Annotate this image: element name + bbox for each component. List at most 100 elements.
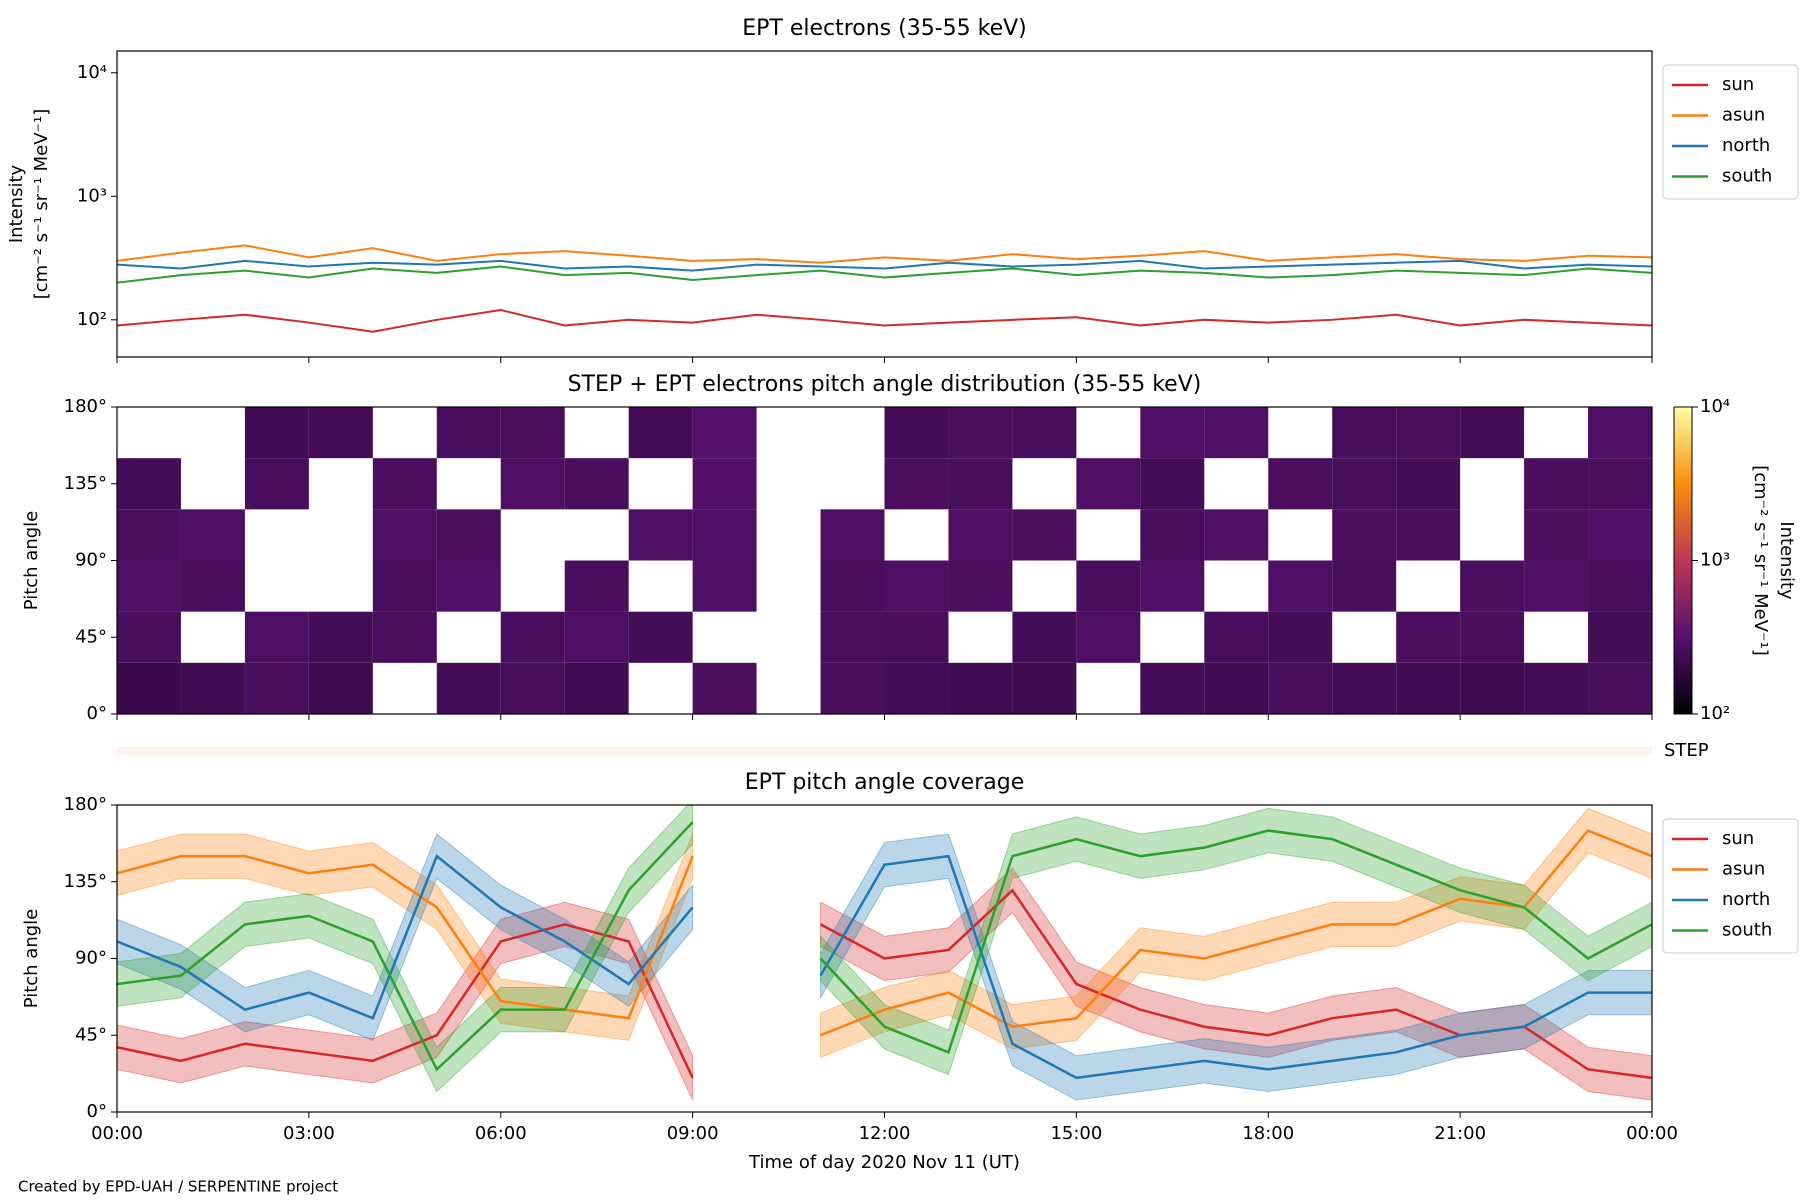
heatmap-cell: [564, 560, 629, 612]
y-tick-label: 10³: [77, 185, 107, 206]
y-tick-label: 45°: [75, 626, 107, 647]
heatmap-cell: [948, 458, 1013, 510]
y-tick-label: 0°: [87, 1101, 107, 1122]
heatmap-cell: [884, 407, 949, 459]
y-tick-label: 0°: [87, 703, 107, 724]
heatmap-cell: [244, 407, 309, 459]
series-line: [117, 821, 694, 1072]
x-tick-label: 00:00: [1626, 1123, 1678, 1144]
heatmap-cell: [1396, 662, 1461, 714]
heatmap-cell: [117, 560, 181, 612]
heatmap-cell: [820, 662, 885, 714]
error-band: [820, 867, 1652, 1101]
heatmap-cell: [117, 509, 181, 561]
y-tick-label: 135°: [64, 871, 107, 892]
heatmap-cell: [948, 509, 1013, 561]
colorbar-label: Intensity: [1776, 521, 1797, 600]
heatmap-cell: [1332, 560, 1397, 612]
heatmap-cell: [692, 662, 757, 714]
legend-label: asun: [1722, 105, 1765, 126]
heatmap-cell: [692, 407, 757, 459]
heatmap-cell: [500, 458, 565, 510]
footer: Created by EPD-UAH / SERPENTINE project: [18, 1178, 338, 1196]
series-line: [117, 309, 1652, 333]
heatmap-cell: [1140, 560, 1205, 612]
x-tick-label: 21:00: [1434, 1123, 1486, 1144]
x-axis-label: Time of day 2020 Nov 11 (UT): [748, 1152, 1020, 1173]
series-line: [117, 265, 1652, 284]
heatmap-cell: [1012, 611, 1077, 663]
heatmap-cell: [1588, 662, 1652, 714]
panel-title: STEP + EPT electrons pitch angle distrib…: [568, 372, 1202, 397]
heatmap-cell: [628, 407, 693, 459]
heatmap-cell: [244, 458, 309, 510]
y-tick-label: 45°: [75, 1024, 107, 1045]
legend-label: sun: [1722, 74, 1754, 95]
y-tick-label: 180°: [64, 396, 107, 417]
colorbar-tick-label: 10⁴: [1700, 396, 1730, 417]
heatmap-cell: [372, 509, 437, 561]
series-line: [117, 854, 694, 1020]
y-tick-label: 180°: [64, 794, 107, 815]
heatmap-cell: [436, 407, 501, 459]
heatmap-cell: [1588, 509, 1652, 561]
colorbar-label: [cm⁻² s⁻¹ sr⁻¹ MeV⁻¹]: [1750, 465, 1771, 656]
heatmap-cell: [1204, 662, 1269, 714]
series-line: [117, 259, 1652, 272]
heatmap-cell: [1588, 458, 1652, 510]
legend-box: [1662, 818, 1799, 954]
heatmap-cell: [564, 611, 629, 663]
y-axis-label: [cm⁻² s⁻¹ sr⁻¹ MeV⁻¹]: [31, 109, 52, 300]
heatmap-cell: [180, 662, 245, 714]
x-tick-label: 06:00: [475, 1123, 527, 1144]
heatmap-cell: [1140, 509, 1205, 561]
heatmap-cell: [1460, 407, 1525, 459]
heatmap-cell: [372, 611, 437, 663]
heatmap-cell: [1332, 407, 1397, 459]
colorbar-tick-label: 10³: [1700, 550, 1730, 571]
colorbar-tick-label: 10²: [1700, 703, 1730, 724]
error-band: [820, 807, 1652, 1059]
heatmap-cell: [692, 458, 757, 510]
heatmap-cell: [1204, 509, 1269, 561]
heatmap-cell: [372, 458, 437, 510]
x-tick-label: 00:00: [91, 1123, 143, 1144]
heatmap-cell: [372, 560, 437, 612]
plot-area: [117, 244, 1652, 333]
heatmap-cell: [1524, 509, 1589, 561]
heatmap-cell: [1332, 458, 1397, 510]
panel-title: EPT pitch angle coverage: [745, 770, 1025, 795]
plot-area: [117, 805, 1652, 1101]
heatmap-cell: [628, 509, 693, 561]
step-strip: [117, 747, 1652, 755]
legend-label: south: [1722, 166, 1772, 187]
colorbar: [1673, 406, 1693, 715]
plot-area: [117, 407, 1652, 714]
heatmap-cell: [117, 458, 181, 510]
heatmap-cell: [692, 560, 757, 612]
heatmap-cell: [1396, 407, 1461, 459]
heatmap-cell: [244, 662, 309, 714]
series-line: [117, 854, 694, 1020]
heatmap-cell: [1268, 458, 1333, 510]
heatmap-cell: [1268, 560, 1333, 612]
heatmap-cell: [1588, 407, 1652, 459]
series-line: [820, 829, 1652, 1037]
heatmap-cell: [1332, 662, 1397, 714]
heatmap-cell: [948, 662, 1013, 714]
heatmap-cell: [628, 611, 693, 663]
heatmap-cell: [436, 560, 501, 612]
heatmap-cell: [1396, 458, 1461, 510]
heatmap-cell: [1012, 509, 1077, 561]
series-line: [117, 244, 1652, 264]
heatmap-cell: [1204, 407, 1269, 459]
heatmap-cell: [500, 662, 565, 714]
axes-frame: [116, 50, 1653, 358]
heatmap-cell: [820, 611, 885, 663]
heatmap-cell: [1076, 611, 1141, 663]
y-axis-label: Pitch angle: [21, 511, 42, 610]
x-tick-label: 09:00: [667, 1123, 719, 1144]
x-tick-label: 03:00: [283, 1123, 335, 1144]
heatmap-cell: [948, 407, 1013, 459]
heatmap-cell: [884, 662, 949, 714]
